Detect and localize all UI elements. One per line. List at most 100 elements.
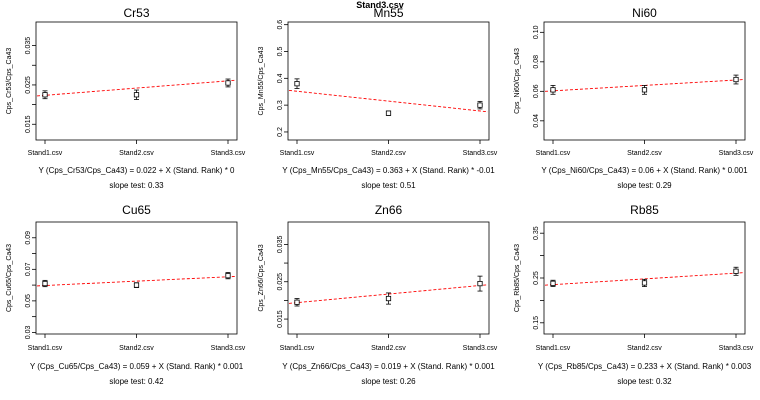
- data-point: [225, 80, 231, 86]
- fit-line: [36, 79, 237, 97]
- chart-title: Rb85: [630, 203, 659, 217]
- page-title: Stand3.csv: [356, 0, 404, 10]
- x-tick-label: Stand3.csv: [463, 150, 498, 157]
- chart-panel-rb85: Rb85 0.15 0.25 0.35 Cps_Rb85/Cps_Ca43 Stand1.…: [514, 203, 754, 386]
- regression-equation: Y (Cps_Zn66/Cps_Ca43) = 0.019 + X (Stand…: [282, 362, 495, 371]
- chart-title: Ni60: [632, 6, 657, 20]
- x-tick-label: Stand1.csv: [536, 150, 571, 157]
- y-axis-label: Cps_Zn66/Cps_Ca43: [258, 244, 265, 311]
- data-point: [294, 81, 300, 87]
- y-tick-label: 0.04: [533, 114, 540, 128]
- regression-equation: Y (Cps_Cu65/Cps_Ca43) = 0.059 + X (Stand…: [30, 362, 244, 371]
- regression-equation: Y (Cps_Cr53/Cps_Ca43) = 0.022 + X (Stand…: [39, 166, 236, 175]
- data-point: [385, 295, 392, 302]
- y-tick-label: 0.025: [25, 76, 32, 94]
- chart-panel-cr53: Cr53 0.015 0.025 0.035 Cps_Cr53/Cps_Ca43 Stan…: [6, 6, 246, 190]
- x-tick-label: Stand2.csv: [119, 150, 154, 157]
- data-point: [133, 92, 140, 98]
- slope-test: slope test: 0.26: [361, 377, 416, 386]
- slope-test: slope test: 0.42: [109, 377, 164, 386]
- y-tick-label: 0.07: [25, 262, 32, 276]
- data-point: [225, 273, 231, 279]
- fit-line: [36, 275, 237, 287]
- y-tick-label: 0.06: [533, 84, 540, 98]
- x-tick-label: Stand3.csv: [211, 345, 246, 352]
- data-point: [733, 76, 739, 83]
- fit-line: [288, 89, 489, 113]
- fit-line: [544, 79, 745, 92]
- chart-panel-cu65: Cu65 0.03 0.05 0.07 0.09 Cps_Cu65/Cps_Ca43 Sta…: [6, 203, 246, 386]
- chart-title: Cr53: [123, 6, 149, 20]
- chart-panel-zn66: Zn66 0.015 0.025 0.035 Cps_Zn66/Cps_Ca43 Stan…: [258, 203, 498, 386]
- slope-test: slope test: 0.51: [361, 181, 416, 190]
- y-tick-label: 0.10: [533, 25, 540, 39]
- x-tick-label: Stand3.csv: [719, 150, 754, 157]
- x-tick-label: Stand1.csv: [280, 150, 315, 157]
- y-tick-label: 0.015: [25, 115, 32, 133]
- y-tick-label: 0.2: [277, 127, 284, 137]
- regression-equation: Y (Cps_Mn55/Cps_Ca43) = 0.363 + X (Stand…: [282, 166, 495, 175]
- x-tick-label: Stand2.csv: [119, 345, 154, 352]
- y-tick-label: 0.09: [25, 231, 32, 245]
- data-point: [294, 299, 300, 305]
- regression-equation: Y (Cps_Rb85/Cps_Ca43) = 0.233 + X (Stand…: [538, 362, 752, 371]
- x-tick-label: Stand3.csv: [463, 345, 498, 352]
- y-tick-label: 0.3: [277, 100, 284, 110]
- y-tick-label: 0.08: [533, 55, 540, 69]
- slope-test: slope test: 0.32: [617, 377, 672, 386]
- plot-frame: [35, 21, 238, 141]
- plot-frame: [543, 221, 746, 335]
- chart-title: Zn66: [375, 203, 403, 217]
- y-tick-label: 0.03: [25, 326, 32, 340]
- y-tick-label: 0.035: [277, 236, 284, 254]
- y-axis-label: Cps_Cr53/Cps_Ca43: [6, 48, 13, 115]
- data-point: [641, 87, 648, 93]
- x-tick-label: Stand1.csv: [28, 345, 63, 352]
- x-tick-label: Stand3.csv: [719, 345, 754, 352]
- x-tick-label: Stand1.csv: [280, 345, 315, 352]
- y-axis-label: Cps_Mn55/Cps_Ca43: [258, 46, 265, 115]
- data-point: [42, 280, 48, 287]
- plot-frame: [287, 21, 490, 141]
- data-point: [641, 280, 648, 286]
- data-point: [42, 92, 48, 98]
- x-tick-label: Stand1.csv: [536, 345, 571, 352]
- y-tick-label: 0.5: [277, 47, 284, 57]
- fit-line: [288, 284, 489, 304]
- x-tick-label: Stand2.csv: [371, 345, 406, 352]
- y-axis-label: Cps_Rb85/Cps_Ca43: [514, 244, 521, 312]
- y-tick-label: 0.05: [25, 294, 32, 308]
- y-axis-label: Cps_Cu65/Cps_Ca43: [6, 244, 13, 312]
- y-axis-label: Cps_Ni60/Cps_Ca43: [514, 48, 521, 114]
- chart-panel-mn55: Mn55 0.2 0.3 0.4 0.5 0.6 Cps_Mn55/Cps_Ca43 Stan…: [258, 6, 498, 190]
- chart-panel-ni60: Ni60 0.04 0.06 0.08 0.10 Cps_Ni60/Cps_Ca43 Sta…: [514, 6, 754, 190]
- chart-title: Mn55: [373, 6, 403, 20]
- plot-frame: [287, 221, 490, 335]
- y-tick-label: 0.025: [277, 273, 284, 291]
- x-tick-label: Stand1.csv: [28, 150, 63, 157]
- fit-line: [544, 272, 745, 286]
- data-point: [385, 110, 392, 116]
- data-point: [550, 87, 556, 93]
- regression-equation: Y (Cps_Ni60/Cps_Ca43) = 0.06 + X (Stand.…: [541, 166, 748, 175]
- y-tick-label: 0.035: [25, 37, 32, 55]
- data-point: [733, 268, 739, 274]
- y-tick-label: 0.015: [277, 310, 284, 328]
- x-tick-label: Stand2.csv: [627, 345, 662, 352]
- data-point: [477, 102, 483, 108]
- y-tick-label: 0.15: [533, 316, 540, 330]
- data-point: [133, 282, 140, 288]
- y-tick-label: 0.35: [533, 226, 540, 240]
- y-tick-label: 0.4: [277, 73, 284, 83]
- x-tick-label: Stand2.csv: [627, 150, 662, 157]
- x-tick-label: Stand3.csv: [211, 150, 246, 157]
- slope-test: slope test: 0.29: [617, 181, 672, 190]
- y-tick-label: 0.25: [533, 271, 540, 285]
- slope-test: slope test: 0.33: [109, 181, 164, 190]
- data-point: [477, 280, 483, 287]
- chart-panels: Cr53 0.015 0.025 0.035 Cps_Cr53/Cps_Ca43 Stan…: [6, 6, 754, 386]
- x-tick-label: Stand2.csv: [371, 150, 406, 157]
- chart-title: Cu65: [122, 203, 151, 217]
- y-tick-label: 0.6: [277, 20, 284, 30]
